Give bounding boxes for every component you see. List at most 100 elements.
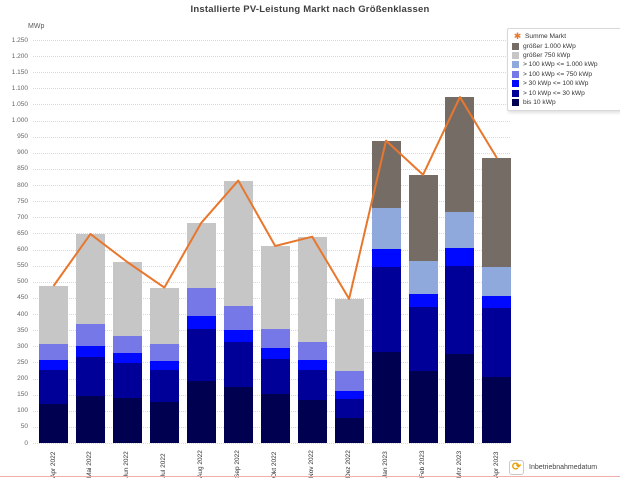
bar-segment[interactable] <box>39 343 68 361</box>
bar-segment[interactable] <box>371 249 401 267</box>
bar-segment[interactable] <box>445 97 475 212</box>
bar-segment[interactable] <box>482 267 512 296</box>
bar-segment[interactable] <box>334 399 364 418</box>
gridline <box>33 104 510 106</box>
bottom-divider <box>0 476 620 477</box>
bar-segment[interactable] <box>408 294 438 307</box>
bar-segment[interactable] <box>75 356 105 396</box>
bar-segment[interactable] <box>334 417 364 443</box>
bar-segment[interactable] <box>334 371 364 392</box>
y-tick-label: 400 <box>17 310 28 318</box>
bar-segment[interactable] <box>186 380 216 443</box>
bar-segment[interactable] <box>223 305 253 331</box>
bar-segment[interactable] <box>112 262 142 336</box>
bar-segment[interactable] <box>371 351 401 443</box>
bar-segment[interactable] <box>260 246 290 329</box>
bar-segment[interactable] <box>482 308 512 377</box>
y-tick-label: 100 <box>17 407 28 415</box>
legend-item[interactable]: größer 750 kWp <box>512 51 620 60</box>
y-tick-label: 900 <box>17 149 28 157</box>
y-tick-label: 450 <box>17 294 28 302</box>
legend-item[interactable]: bis 10 kWp <box>512 98 620 107</box>
gridline <box>33 185 510 187</box>
bar-segment[interactable] <box>408 306 438 372</box>
bar-segment[interactable] <box>445 211 475 248</box>
bar-segment[interactable] <box>223 341 253 387</box>
x-tick-label: Feb 2023 <box>419 450 426 478</box>
x-axis-title: Inbetriebnahmedatum <box>529 464 598 471</box>
bar-segment[interactable] <box>408 260 438 295</box>
legend-label: > 100 kWp <= 750 kWp <box>523 70 593 78</box>
bar-segment[interactable] <box>297 370 327 401</box>
bar-segment[interactable] <box>39 403 68 443</box>
legend-item[interactable]: > 10 kWp <= 30 kWp <box>512 88 620 97</box>
bar-segment[interactable] <box>371 266 401 352</box>
bar-segment[interactable] <box>482 157 512 268</box>
series-swatch <box>512 80 519 88</box>
bar-segment[interactable] <box>334 391 364 400</box>
bar-segment[interactable] <box>39 370 68 404</box>
bar-segment[interactable] <box>149 370 179 403</box>
bar-segment[interactable] <box>39 285 68 344</box>
legend-label: Summe Markt <box>525 33 567 41</box>
bar-segment[interactable] <box>408 174 438 261</box>
date-filter-icon[interactable]: ⟳ <box>509 460 524 475</box>
y-axis-unit-label: MWp <box>28 23 45 30</box>
bar-segment[interactable] <box>112 397 142 443</box>
bar-segment[interactable] <box>223 330 253 342</box>
bar-segment[interactable] <box>297 360 327 371</box>
bar-segment[interactable] <box>297 400 327 443</box>
x-tick-label: Dez 2022 <box>345 450 353 478</box>
bar-segment[interactable] <box>186 316 216 330</box>
bar-segment[interactable] <box>112 353 142 363</box>
bar-segment[interactable] <box>75 324 105 346</box>
bar-segment[interactable] <box>75 395 105 443</box>
y-tick-label: 1.000 <box>11 117 28 125</box>
bar-segment[interactable] <box>149 402 179 443</box>
legend-item[interactable]: > 100 kWp <= 1.000 kWp <box>512 60 620 69</box>
bar-segment[interactable] <box>149 287 179 344</box>
bar-segment[interactable] <box>186 222 216 288</box>
x-tick-label: Sep 2022 <box>234 450 242 478</box>
legend-item[interactable]: ✱ Summe Markt <box>512 32 620 41</box>
bar-segment[interactable] <box>482 295 512 309</box>
bar-segment[interactable] <box>482 376 512 443</box>
gridline <box>33 72 510 74</box>
legend-item[interactable]: größer 1.000 kWp <box>512 41 620 50</box>
bar-segment[interactable] <box>260 394 290 443</box>
gridline <box>33 40 510 41</box>
x-tick-label: Jul 2022 <box>160 453 168 478</box>
y-tick-label: 300 <box>17 342 28 350</box>
bar-segment[interactable] <box>371 140 401 208</box>
series-swatch <box>512 70 519 78</box>
bar-segment[interactable] <box>149 343 179 362</box>
y-tick-label: 1.100 <box>11 84 28 92</box>
y-tick-label: 750 <box>17 197 28 205</box>
y-tick-label: 650 <box>17 229 28 237</box>
bar-segment[interactable] <box>186 329 216 381</box>
legend-item[interactable]: > 100 kWp <= 750 kWp <box>512 70 620 79</box>
bar-segment[interactable] <box>75 234 105 325</box>
bar-segment[interactable] <box>149 361 179 371</box>
bar-segment[interactable] <box>39 360 68 371</box>
bar-segment[interactable] <box>445 247 475 266</box>
bar-segment[interactable] <box>112 362 142 398</box>
bar-segment[interactable] <box>223 180 253 306</box>
bar-segment[interactable] <box>445 266 475 355</box>
bar-segment[interactable] <box>260 358 290 395</box>
bar-segment[interactable] <box>408 371 438 443</box>
bar-segment[interactable] <box>297 341 327 361</box>
bar-segment[interactable] <box>297 236 327 342</box>
bar-segment[interactable] <box>223 386 253 443</box>
legend-item[interactable]: > 30 kWp <= 100 kWp <box>512 79 620 88</box>
bar-segment[interactable] <box>260 347 290 359</box>
gridline <box>33 56 510 58</box>
bar-segment[interactable] <box>75 345 105 357</box>
bar-segment[interactable] <box>371 207 401 250</box>
bar-segment[interactable] <box>445 354 475 443</box>
bar-segment[interactable] <box>186 287 216 317</box>
bar-segment[interactable] <box>334 298 364 372</box>
y-tick-label: 1.200 <box>11 52 28 60</box>
bar-segment[interactable] <box>260 328 290 348</box>
bar-segment[interactable] <box>112 335 142 354</box>
